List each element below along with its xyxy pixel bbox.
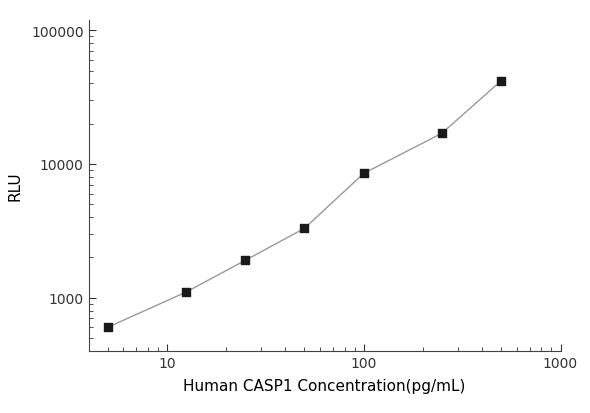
Point [181,289,191,296]
Point [497,78,506,85]
Point [103,324,112,331]
X-axis label: Human CASP1 Concentration(pg/mL): Human CASP1 Concentration(pg/mL) [183,378,466,393]
Point [241,257,250,264]
Point [437,131,447,137]
Point [359,171,368,177]
Point [300,225,309,232]
Y-axis label: RLU: RLU [8,171,22,201]
